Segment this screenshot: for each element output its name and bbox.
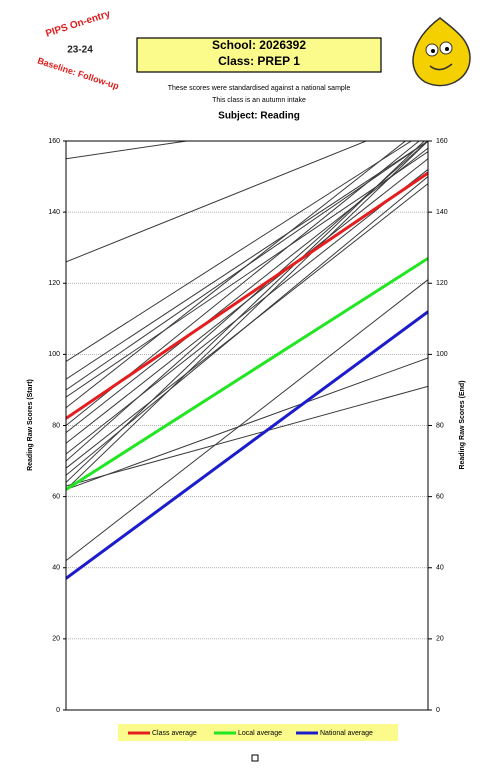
- student-line: [66, 141, 407, 409]
- student-line: [66, 151, 428, 398]
- y2-tick-label: 20: [436, 636, 444, 643]
- student-line: [66, 141, 428, 490]
- logo: PIPS On-entry 23-24 Baseline: Follow-up: [36, 8, 120, 91]
- chart-title: Subject: Reading: [218, 111, 300, 122]
- average-line: [66, 171, 428, 420]
- mascot: [412, 17, 471, 87]
- y-tick-label: 160: [48, 138, 60, 145]
- student-line: [66, 147, 428, 434]
- student-line: [66, 279, 428, 562]
- y-tick-label: 140: [48, 209, 60, 216]
- student-line: [66, 169, 428, 455]
- logo-text: 23-24: [67, 45, 93, 56]
- school: School: 2026392: [212, 38, 306, 52]
- y-tick-label: 120: [48, 280, 60, 287]
- y-axis-label: Reading Raw Scores (Start): [27, 379, 34, 471]
- y2-tick-label: 80: [436, 422, 444, 429]
- plot-frame: [65, 140, 429, 711]
- plot-lines: [66, 141, 428, 580]
- class: Class: PREP 1: [218, 54, 300, 68]
- y2-tick-label: 0: [436, 707, 440, 714]
- legend-label: Class average: [152, 730, 197, 737]
- student-line: [66, 385, 428, 487]
- y2-tick-label: 60: [436, 493, 444, 500]
- legend-label: Local average: [238, 730, 282, 737]
- page-icon: [251, 754, 259, 762]
- y-tick-label: 20: [52, 636, 60, 643]
- y-tick-label: 40: [52, 565, 60, 572]
- y-tick-label: 60: [52, 493, 60, 500]
- logo-text: PIPS On-entry: [44, 8, 112, 39]
- student-line: [66, 141, 413, 362]
- y2-axis-label: Reading Raw Scores (End): [459, 380, 466, 469]
- y2-tick-label: 140: [436, 209, 448, 216]
- logo-text: Baseline: Follow-up: [36, 56, 120, 92]
- y-tick-label: 80: [52, 422, 60, 429]
- y2-tick-label: 160: [436, 138, 448, 145]
- student-line: [66, 141, 425, 483]
- header-box: [136, 37, 382, 73]
- note: These scores were standardised against a…: [168, 85, 351, 92]
- y2-tick-label: 120: [436, 280, 448, 287]
- student-line: [66, 357, 428, 490]
- legend: [118, 724, 398, 741]
- y2-tick-label: 40: [436, 565, 444, 572]
- y2-tick-label: 100: [436, 351, 448, 358]
- average-line: [66, 310, 428, 580]
- note: This class is an autumn intake: [212, 97, 306, 104]
- student-line: [66, 141, 191, 160]
- y-tick-label: 100: [48, 351, 60, 358]
- y-tick-label: 0: [56, 707, 60, 714]
- student-line: [66, 141, 368, 263]
- legend-label: National average: [320, 730, 373, 737]
- student-line: [66, 141, 428, 380]
- average-line: [66, 257, 428, 491]
